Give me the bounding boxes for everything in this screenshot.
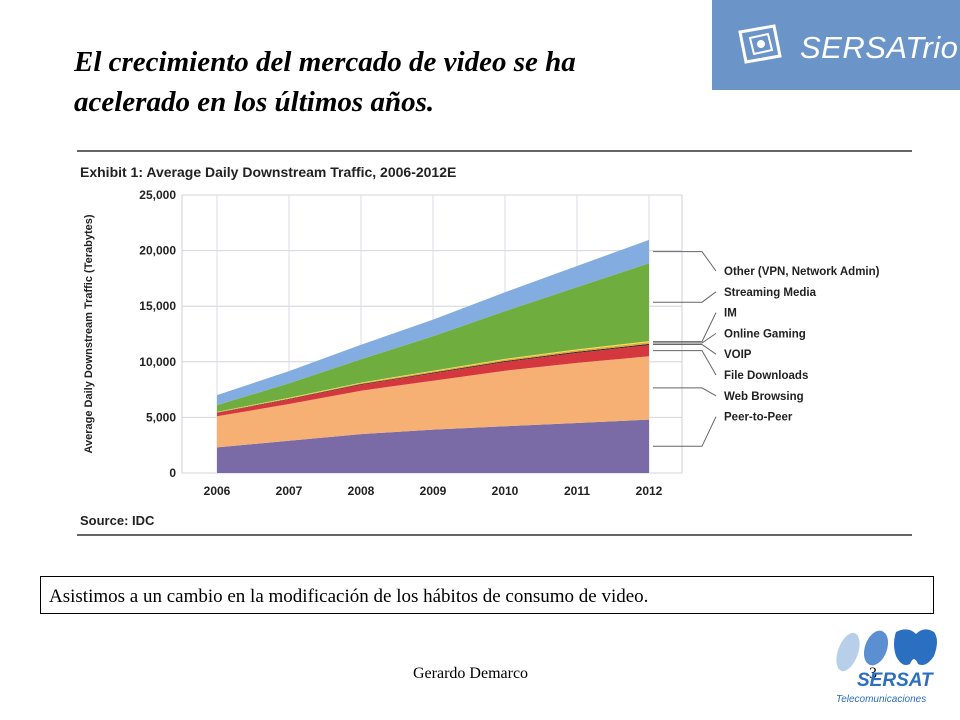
- legend-leader-7: [653, 416, 717, 447]
- chart-title: Exhibit 1: Average Daily Downstream Traf…: [80, 164, 456, 180]
- legend-leader-0: [653, 251, 717, 272]
- y-tick-label-0: 0: [169, 466, 176, 480]
- y-tick-label-3: 15,000: [139, 299, 176, 313]
- x-tick-label-6: 2012: [636, 484, 663, 498]
- x-tick-label-5: 2011: [564, 484, 590, 498]
- legend-leader-5: [653, 350, 717, 376]
- slide-title-line-1: El crecimiento del mercado de video se h…: [74, 46, 576, 78]
- area-series-1: [217, 356, 649, 448]
- area-series-6: [217, 263, 649, 412]
- slide-title: El crecimiento del mercado de video se h…: [74, 42, 734, 122]
- y-tick-label-1: 5,000: [146, 410, 176, 424]
- area-series-0: [217, 419, 649, 473]
- footer-author: Gerardo Demarco: [413, 665, 529, 682]
- page-number: 3: [869, 665, 877, 682]
- sersat-logo-subtitle: Telecomunicaciones: [836, 694, 927, 705]
- legend-label-5: File Downloads: [724, 370, 808, 382]
- y-tick-label-5: 25,000: [139, 188, 176, 202]
- legend-label-2: IM: [724, 308, 737, 320]
- caption-box: Asistimos a un cambio en la modificación…: [40, 576, 934, 614]
- legend-leader-6: [653, 387, 717, 397]
- legend-leader-3: [653, 332, 717, 344]
- legend-label-6: Web Browsing: [724, 391, 804, 403]
- y-tick-label-2: 10,000: [139, 355, 176, 369]
- legend-label-0: Other (VPN, Network Admin): [724, 266, 880, 278]
- legend-label-4: VOIP: [724, 349, 752, 361]
- sersatrio-logo-box: [712, 0, 960, 90]
- slide-title-line-2: acelerado en los últimos años.: [74, 86, 435, 118]
- legend-label-7: Peer-to-Peer: [724, 412, 793, 424]
- x-tick-label-4: 2010: [492, 484, 519, 498]
- chart-source: Source: IDC: [80, 513, 155, 528]
- y-axis-label: Average Daily Downstream Traffic (Teraby…: [83, 214, 95, 453]
- y-tick-label-4: 20,000: [139, 244, 176, 258]
- legend-leader-1: [653, 291, 717, 303]
- x-tick-label-2: 2008: [348, 484, 375, 498]
- x-tick-label-0: 2006: [204, 484, 231, 498]
- traffic-chart: Exhibit 1: Average Daily Downstream Traf…: [62, 143, 924, 543]
- sersatrio-logo-text: SERSATrio: [800, 30, 959, 65]
- x-tick-label-3: 2009: [420, 484, 447, 498]
- legend-label-1: Streaming Media: [724, 287, 817, 299]
- legend-leader-2: [653, 312, 717, 343]
- sersat-logo-icon: [836, 629, 937, 672]
- legend-leader-4: [653, 344, 717, 355]
- area-series-2: [217, 345, 649, 417]
- sersat-logo-name: SERSAT: [857, 670, 933, 691]
- caption-text: Asistimos a un cambio en la modificación…: [49, 586, 649, 607]
- x-tick-label-1: 2007: [276, 484, 303, 498]
- sersatrio-logo-icon: [738, 24, 782, 64]
- area-series-7: [217, 239, 649, 406]
- legend-label-3: Online Gaming: [724, 328, 806, 340]
- traffic-chart-svg: Exhibit 1: Average Daily Downstream Traf…: [77, 150, 912, 536]
